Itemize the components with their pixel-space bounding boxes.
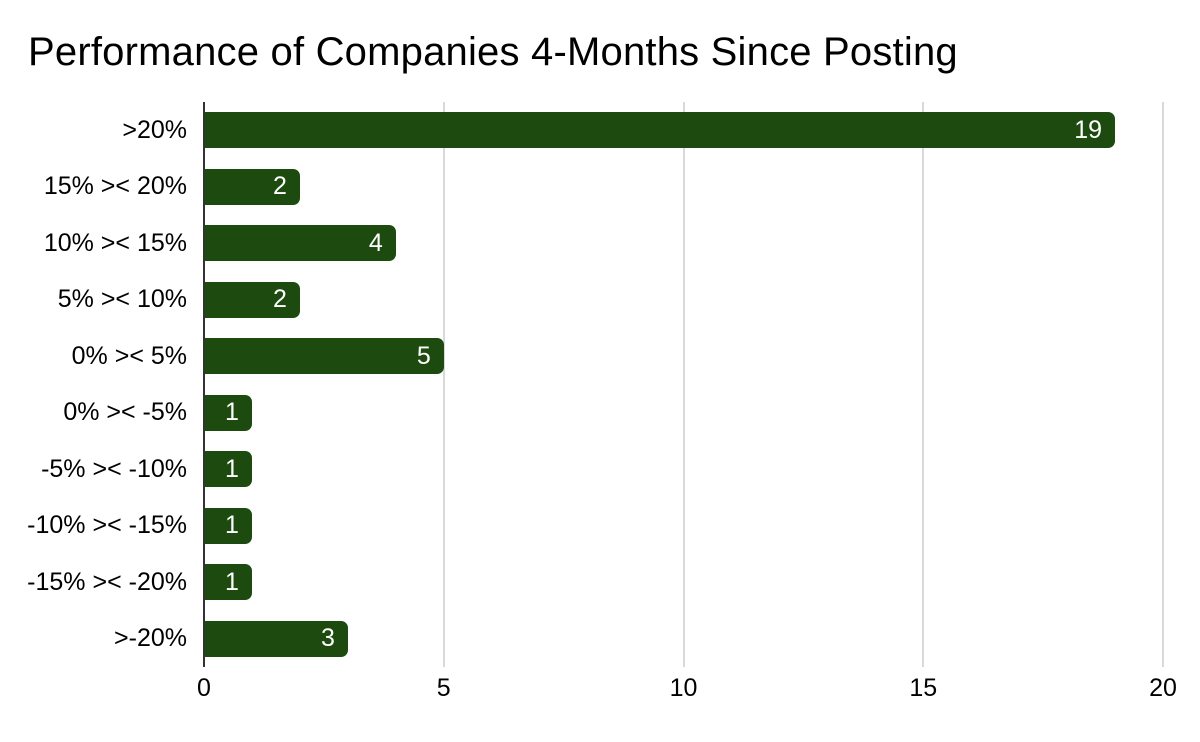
- bar-track: 19: [204, 112, 1163, 149]
- category-label: -5% >< -10%: [41, 454, 187, 483]
- category-label: >20%: [122, 115, 187, 144]
- x-tick-label: 20: [1149, 674, 1177, 702]
- bar-value-label: 19: [1074, 115, 1103, 144]
- x-tick-label: 5: [436, 674, 451, 702]
- category-label: 10% >< 15%: [43, 228, 187, 257]
- bar-row: 5: [204, 328, 1163, 385]
- category-label: 15% >< 20%: [43, 172, 187, 201]
- x-axis: 0 5 10 15 20: [197, 674, 1177, 707]
- bar[interactable]: 1: [204, 507, 252, 544]
- bar-track: 1: [204, 564, 1163, 601]
- plot-area: 19 2 4 2 5 1 1 1 1 3: [203, 102, 1164, 667]
- gridline: [922, 102, 925, 667]
- category-label: -10% >< -15%: [27, 511, 187, 540]
- x-tick-label: 0: [197, 674, 211, 702]
- bar[interactable]: 1: [204, 394, 252, 431]
- bar-track: 4: [204, 225, 1163, 262]
- bar[interactable]: 2: [204, 168, 300, 205]
- bar-value-label: 1: [225, 454, 239, 483]
- bar[interactable]: 1: [204, 451, 252, 488]
- x-tick-label: 15: [909, 674, 938, 702]
- bar-row: 2: [204, 272, 1163, 329]
- zero-axis-line: [203, 102, 205, 667]
- category-axis: >20% 15% >< 20% 10% >< 15% 5% >< 10% 0% >< 5…: [0, 102, 187, 667]
- bar[interactable]: 19: [204, 112, 1116, 149]
- category-label: 5% >< 10%: [57, 285, 187, 314]
- bar-row: 1: [204, 498, 1163, 555]
- bar-value-label: 2: [272, 172, 287, 201]
- bar-row: 1: [204, 385, 1163, 442]
- bar[interactable]: 1: [204, 564, 252, 601]
- gridline: [442, 102, 445, 667]
- bar[interactable]: 3: [204, 620, 348, 657]
- bar-row: 1: [204, 441, 1163, 498]
- bar[interactable]: 5: [204, 338, 444, 375]
- category-label: -15% >< -20%: [27, 567, 187, 596]
- bar-value-label: 1: [225, 511, 239, 540]
- bar-track: 2: [204, 281, 1163, 318]
- bar-value-label: 1: [225, 398, 239, 427]
- bar-row: 2: [204, 159, 1163, 216]
- bar-value-label: 2: [272, 285, 287, 314]
- bar[interactable]: 2: [204, 281, 300, 318]
- bar-value-label: 3: [320, 624, 335, 653]
- bar-track: 5: [204, 338, 1163, 375]
- bar-track: 3: [204, 620, 1163, 657]
- x-tick-label: 10: [669, 674, 698, 702]
- bar-rows: 19 2 4 2 5 1 1 1 1 3: [204, 102, 1163, 667]
- bar-row: 4: [204, 215, 1163, 272]
- bar-row: 3: [204, 611, 1163, 668]
- category-label: >-20%: [114, 624, 187, 653]
- bar-value-label: 4: [368, 228, 383, 257]
- gridline: [1162, 102, 1164, 667]
- bar[interactable]: 4: [204, 225, 396, 262]
- bar-track: 2: [204, 168, 1163, 205]
- bar-track: 1: [204, 507, 1163, 544]
- category-label: 0% >< 5%: [71, 341, 187, 370]
- bar-value-label: 5: [416, 341, 431, 370]
- chart-title: Performance of Companies 4-Months Since …: [28, 30, 958, 74]
- gridline: [682, 102, 685, 667]
- bar-track: 1: [204, 394, 1163, 431]
- category-label: 0% >< -5%: [63, 398, 187, 427]
- bar-row: 1: [204, 554, 1163, 611]
- bar-row: 19: [204, 102, 1163, 159]
- bar-track: 1: [204, 451, 1163, 488]
- bar-value-label: 1: [225, 567, 239, 596]
